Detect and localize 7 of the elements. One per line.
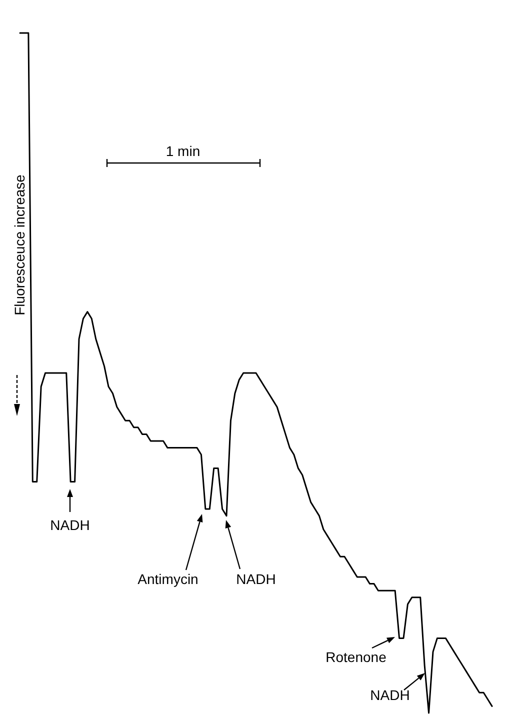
annotation: 1 min [166,143,200,159]
annotation: NADH [236,571,276,587]
annotation: Antimycin [138,571,198,587]
annotation: Rotenone [326,649,387,665]
annotation: NADH [50,517,90,533]
y-axis-title: Fluoresceuce increase [12,174,28,316]
annotation: NADH [370,687,410,703]
